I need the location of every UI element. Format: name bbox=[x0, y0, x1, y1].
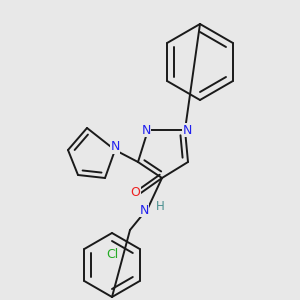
Text: O: O bbox=[130, 187, 140, 200]
Text: H: H bbox=[156, 200, 164, 212]
Text: N: N bbox=[182, 124, 192, 136]
Text: N: N bbox=[139, 203, 149, 217]
Text: Cl: Cl bbox=[106, 248, 118, 262]
Text: N: N bbox=[141, 124, 151, 136]
Text: N: N bbox=[110, 140, 120, 154]
